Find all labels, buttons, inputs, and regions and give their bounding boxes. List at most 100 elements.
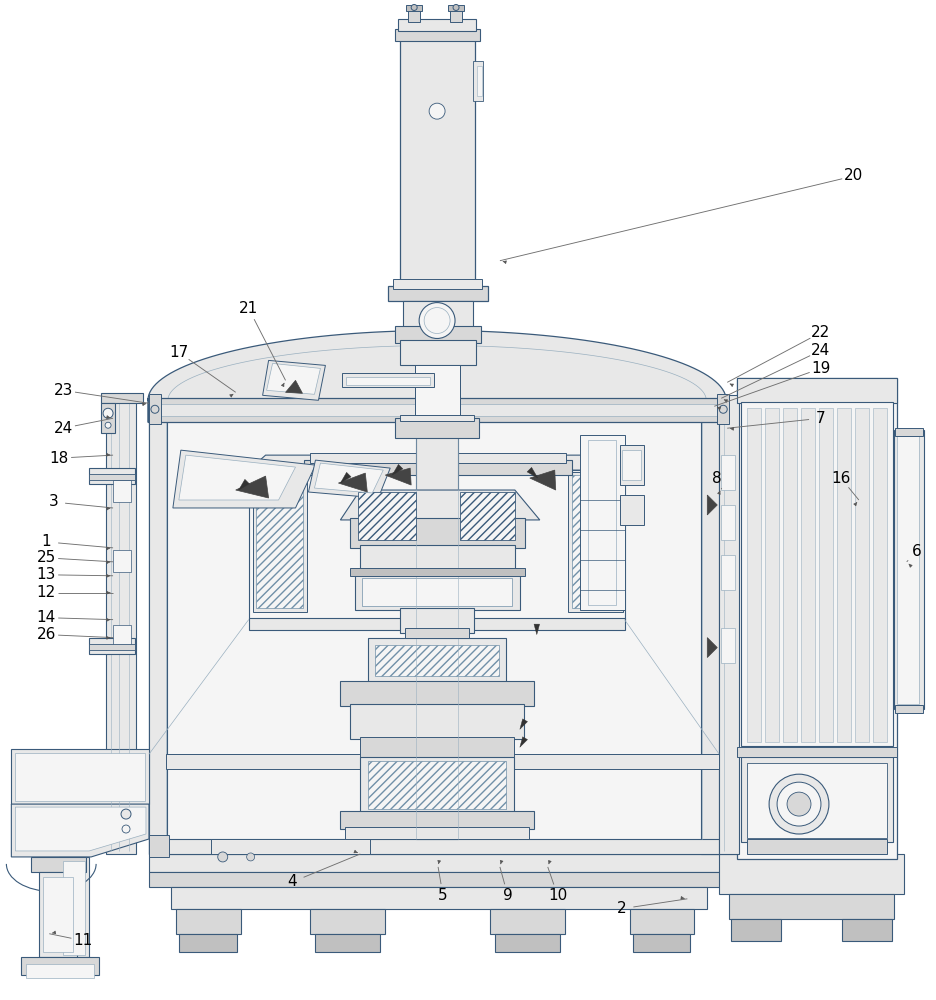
- Polygon shape: [708, 495, 717, 515]
- Bar: [588, 440, 616, 605]
- Bar: [819, 408, 833, 742]
- Text: 5: 5: [438, 888, 448, 903]
- Bar: [477, 66, 482, 96]
- Bar: [101, 393, 143, 403]
- Bar: [89, 468, 135, 484]
- Text: 24: 24: [53, 421, 73, 436]
- Polygon shape: [249, 455, 624, 470]
- Text: 25: 25: [37, 550, 56, 565]
- Bar: [89, 638, 135, 654]
- Bar: [490, 909, 564, 934]
- Bar: [872, 408, 886, 742]
- Bar: [741, 402, 893, 746]
- Bar: [22, 957, 99, 975]
- Text: 3: 3: [49, 494, 58, 509]
- Bar: [448, 5, 464, 11]
- Bar: [395, 326, 481, 343]
- Bar: [747, 408, 761, 742]
- Polygon shape: [267, 363, 320, 394]
- Bar: [350, 704, 524, 739]
- Bar: [701, 420, 719, 854]
- Text: 11: 11: [74, 933, 93, 948]
- Bar: [622, 450, 641, 480]
- Polygon shape: [530, 470, 556, 490]
- Text: 24: 24: [812, 343, 830, 358]
- Bar: [350, 568, 525, 576]
- Bar: [406, 5, 422, 11]
- Bar: [311, 453, 565, 463]
- Bar: [149, 839, 719, 854]
- Bar: [360, 757, 514, 812]
- Bar: [346, 377, 431, 385]
- Circle shape: [121, 809, 131, 819]
- Bar: [101, 403, 115, 433]
- Bar: [841, 919, 892, 941]
- Bar: [149, 835, 168, 857]
- Bar: [408, 8, 420, 22]
- Text: 23: 23: [53, 383, 73, 398]
- Bar: [149, 420, 167, 854]
- Polygon shape: [519, 719, 528, 729]
- Text: 14: 14: [37, 610, 56, 625]
- Bar: [401, 340, 476, 365]
- Bar: [401, 36, 475, 291]
- Bar: [747, 763, 886, 838]
- Bar: [315, 934, 380, 952]
- Bar: [59, 857, 89, 957]
- Bar: [722, 555, 735, 590]
- Bar: [395, 29, 480, 41]
- Bar: [722, 505, 735, 540]
- Circle shape: [719, 405, 727, 413]
- Polygon shape: [249, 470, 624, 620]
- Bar: [633, 934, 691, 952]
- Bar: [765, 408, 779, 742]
- Bar: [719, 854, 903, 894]
- Bar: [579, 435, 624, 610]
- Bar: [113, 550, 131, 572]
- Text: 9: 9: [503, 888, 513, 903]
- Circle shape: [411, 4, 417, 10]
- Bar: [417, 420, 458, 839]
- Bar: [450, 8, 462, 22]
- Bar: [717, 394, 729, 424]
- Bar: [368, 761, 505, 809]
- Bar: [895, 705, 923, 713]
- Bar: [343, 373, 434, 387]
- Bar: [895, 428, 923, 436]
- Bar: [738, 378, 897, 403]
- Bar: [39, 872, 77, 957]
- Polygon shape: [314, 463, 383, 493]
- Text: 18: 18: [50, 451, 69, 466]
- Bar: [345, 827, 529, 839]
- Polygon shape: [341, 490, 540, 520]
- Polygon shape: [179, 455, 296, 500]
- Bar: [393, 279, 482, 289]
- Bar: [249, 618, 624, 630]
- Bar: [403, 301, 473, 331]
- Circle shape: [769, 774, 829, 834]
- Bar: [311, 909, 386, 934]
- Bar: [11, 749, 149, 804]
- Bar: [460, 492, 515, 540]
- Polygon shape: [392, 464, 402, 475]
- Text: 13: 13: [37, 567, 56, 582]
- Bar: [395, 418, 479, 438]
- Polygon shape: [309, 460, 390, 498]
- Bar: [897, 435, 918, 704]
- Bar: [341, 811, 534, 829]
- Text: 2: 2: [617, 901, 626, 916]
- Bar: [253, 472, 308, 612]
- Circle shape: [453, 4, 459, 10]
- Bar: [171, 887, 708, 909]
- Bar: [729, 894, 894, 919]
- Text: 26: 26: [37, 627, 56, 642]
- Text: 17: 17: [169, 345, 188, 360]
- Bar: [894, 430, 924, 709]
- Bar: [26, 964, 95, 978]
- Bar: [719, 395, 739, 854]
- Bar: [113, 480, 131, 502]
- Bar: [375, 645, 499, 676]
- Bar: [113, 625, 131, 647]
- Bar: [620, 495, 645, 525]
- Circle shape: [787, 792, 811, 816]
